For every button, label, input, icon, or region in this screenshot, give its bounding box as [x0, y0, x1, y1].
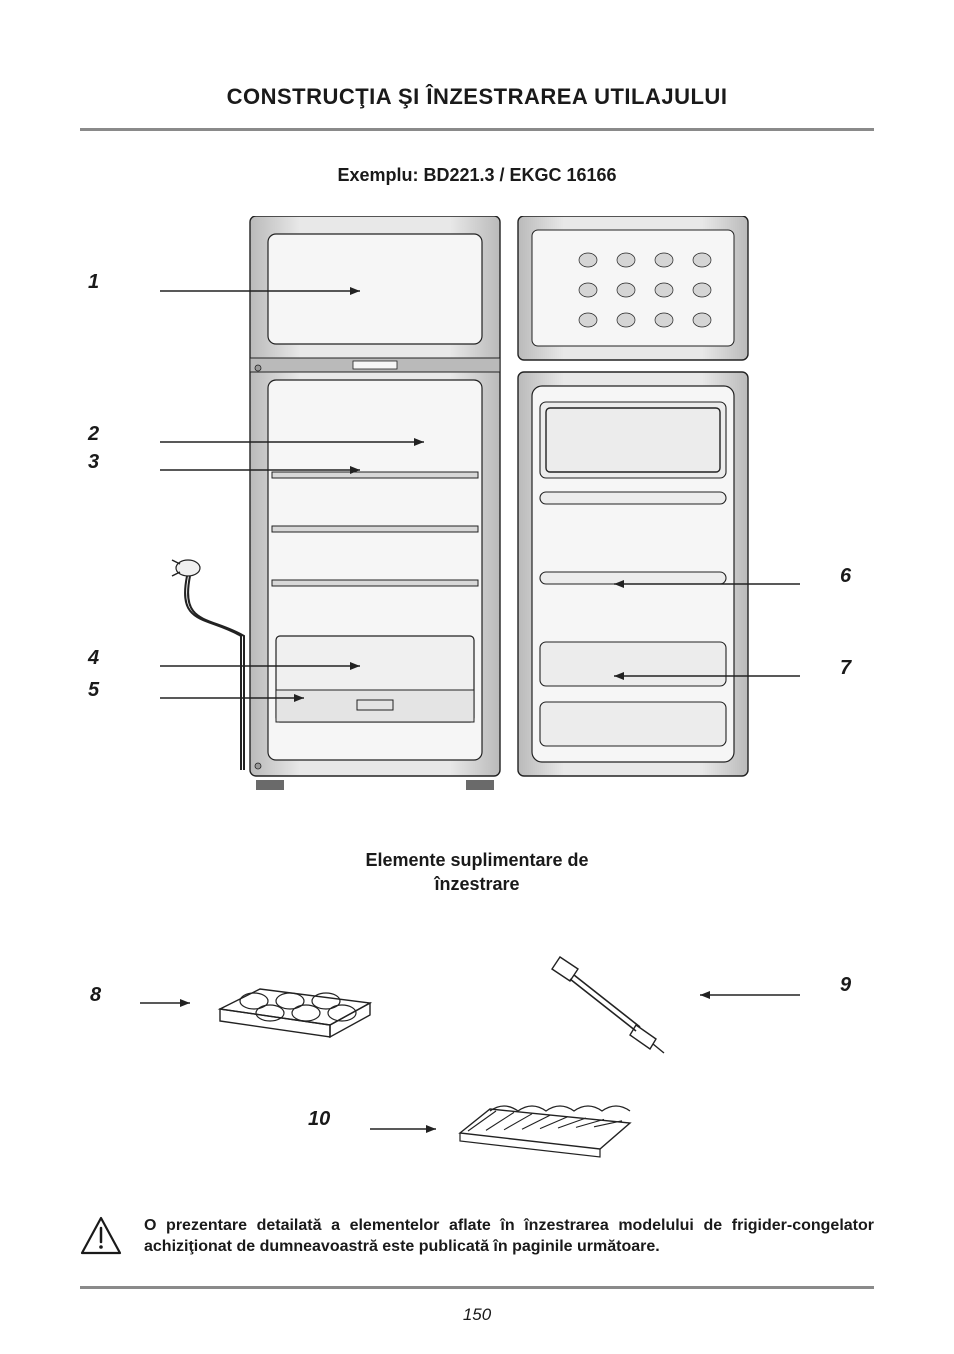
svg-text:8: 8	[90, 984, 102, 1006]
note-row: O prezentare detailată a elementelor afl…	[80, 1215, 874, 1258]
svg-text:3: 3	[88, 451, 99, 473]
svg-text:9: 9	[840, 974, 852, 996]
model-example: Exemplu: BD221.3 / EKGC 16166	[0, 165, 954, 186]
fridge-diagram: 1 2 3 4 5 6 7	[80, 216, 874, 836]
svg-text:2: 2	[87, 423, 99, 445]
accessories-diagram: 8 9 10	[80, 939, 874, 1189]
svg-text:1: 1	[88, 271, 99, 293]
divider-top	[80, 128, 874, 131]
svg-text:4: 4	[87, 647, 99, 669]
page-number: 150	[0, 1305, 954, 1325]
svg-text:5: 5	[88, 679, 100, 701]
accessories-heading: Elemente suplimentare deînzestrare	[0, 848, 954, 897]
svg-text:10: 10	[308, 1108, 330, 1130]
note-text: O prezentare detailată a elementelor afl…	[144, 1215, 874, 1258]
svg-text:6: 6	[840, 565, 852, 587]
page-title: CONSTRUCŢIA ŞI ÎNZESTRAREA UTILAJULUI	[0, 0, 954, 110]
divider-bottom	[80, 1286, 874, 1289]
warning-icon	[80, 1215, 122, 1257]
svg-text:7: 7	[840, 657, 852, 679]
